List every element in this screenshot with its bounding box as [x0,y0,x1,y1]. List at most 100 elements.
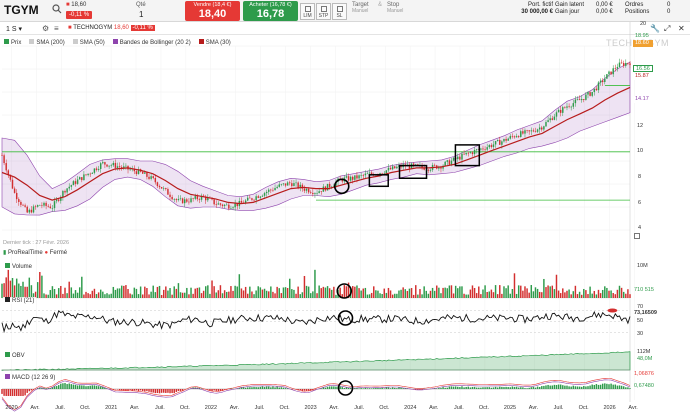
expand-icon[interactable]: ⤢ [664,24,671,33]
candle-body [165,188,167,190]
target-control[interactable]: Target Manuel [352,2,369,14]
macd-histogram-bar [612,384,614,389]
axis-label-8: 8 [638,174,642,180]
volume-bar [89,294,91,298]
candle-body [469,152,472,154]
candle-body [179,198,182,200]
volume-bar [358,288,360,298]
candle-body [305,188,308,191]
candle-body [341,178,343,182]
candle-body [11,179,14,189]
macd-histogram-bar [534,387,537,389]
volume-bar [186,287,188,298]
volume-bar [5,277,7,298]
qty-input[interactable]: 1 [139,10,144,19]
candle-body [524,130,526,134]
interval-select[interactable]: 1 S ▾ [6,26,22,33]
candle-body [320,191,322,192]
close-icon[interactable]: ✕ [678,24,685,33]
search-icon[interactable] [52,4,62,14]
gear-icon[interactable]: ⚙ [42,24,50,33]
volume-bar [530,285,533,298]
macd-histogram-bar [22,389,24,396]
volume-bar [467,294,470,298]
volume-bar [331,289,333,298]
macd-histogram-bar [450,386,453,389]
stop-order-button[interactable]: STP [316,3,331,20]
candle-body [511,136,514,137]
buy-button[interactable]: Acheter (16,78 €) 16,78 [243,1,298,21]
macd-histogram-bar [589,385,591,389]
candle-body [496,140,499,142]
macd-histogram-bar [616,385,619,389]
candle-body [347,176,350,181]
volume-bar [177,283,180,298]
candle-body [475,149,478,151]
candle-body [204,196,207,201]
macd-histogram-bar [438,388,440,389]
volume-bar [26,286,28,298]
macd-histogram-bar [496,387,499,389]
macd-histogram-bar [310,389,312,391]
macd-histogram-bar [154,389,157,394]
macd-histogram-bar [74,384,77,389]
volume-bar [303,275,306,298]
volume-bar [589,286,591,298]
candle-body [585,94,587,100]
candle-body [28,209,31,213]
annotation-box [398,164,428,180]
macd-histogram-bar [404,388,406,389]
volume-bar [459,286,461,298]
candle-body [70,185,73,187]
limit-order-button[interactable]: LIM [300,3,315,20]
legend-item-sma200[interactable]: SMA (200) [29,38,65,46]
volume-bar [417,294,419,298]
candle-body [616,66,619,69]
stoploss-order-button[interactable]: SL [332,3,347,20]
macd-label: MACD (12 26 9) [3,374,58,381]
volume-bar [299,294,301,298]
macd-histogram-bar [9,389,12,396]
candle-body [505,138,507,141]
volume-bar [526,288,528,298]
candle-body [125,165,127,167]
candle-body [286,182,289,186]
candle-body [595,88,598,91]
macd-histogram-bar [370,388,373,389]
calendar-icon[interactable] [634,233,640,239]
legend-item-sma50[interactable]: SMA (50) [72,38,105,46]
volume-bar [284,287,287,298]
volume-bar [585,290,587,298]
volume-bar [74,290,77,298]
macd-histogram-bar [11,389,14,396]
volume-bar [377,290,379,298]
macd-histogram-bar [15,389,18,396]
stop-control[interactable]: Stop Manuel [387,2,404,14]
volume-bar [524,286,526,298]
volume-bar [236,286,238,298]
legend-item-price[interactable]: Prix [4,38,21,46]
candle-body [385,170,388,174]
candle-body [610,71,612,75]
wrench-icon[interactable]: 🔧 [650,24,660,33]
candle-body [129,169,131,171]
candle-body [383,173,385,174]
sell-button[interactable]: Vendre (18,4 €) 18,40 [185,1,240,21]
chart-toolbar: 1 S ▾ ⚙ ≡ ■ TECHNOGYM 18,60 -0,11 % 🔧 ⤢ … [0,22,690,35]
legend-item-bollinger[interactable]: Bandes de Bollinger (20 2) [112,38,191,46]
candle-body [102,162,104,164]
macd-histogram-bar [557,384,560,389]
candle-body [614,68,617,69]
layers-icon[interactable]: ≡ [54,24,59,33]
volume-bar [7,269,10,298]
volume-bar [570,294,572,298]
volume-bar [95,294,98,298]
volume-bar [13,285,16,298]
macd-histogram-bar [331,386,333,389]
legend-item-sma30[interactable]: SMA (30) [198,38,231,46]
candle-body [257,196,259,198]
volume-bar [345,286,348,298]
macd-histogram-bar [28,389,31,392]
ampersand: & [378,2,383,8]
